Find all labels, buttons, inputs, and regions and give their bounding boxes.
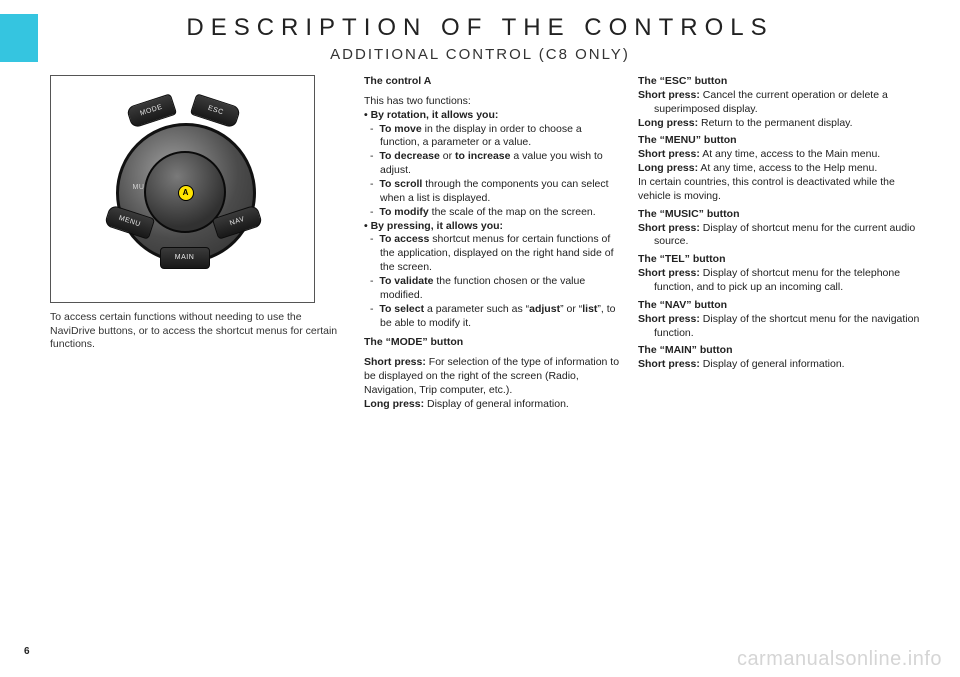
music-short: Short press: Display of shortcut menu fo… <box>638 222 926 250</box>
menu-note: In certain countries, this control is de… <box>638 176 926 204</box>
text: Long press: <box>638 117 698 129</box>
text: Short press: <box>638 313 700 325</box>
column-control-a: The control A This has two functions: By… <box>354 75 624 412</box>
esc-title: The “ESC” button <box>638 75 926 89</box>
text: To modify <box>379 206 428 218</box>
text: list <box>582 303 597 315</box>
text: The control A <box>364 75 431 87</box>
text: To select <box>379 303 424 315</box>
main-button: MAIN <box>160 247 210 269</box>
text: Display of general information. <box>700 358 845 370</box>
text: Short press: <box>638 89 700 101</box>
tel-short: Short press: Display of shortcut menu fo… <box>638 267 926 295</box>
menu-long: Long press: At any time, access to the H… <box>638 162 926 176</box>
tel-title: The “TEL” button <box>638 253 926 267</box>
device-caption: To access certain functions without need… <box>50 311 340 352</box>
device-illustration: MODE ESC MUSIC TEL A MENU NAV MAIN <box>50 75 315 303</box>
text: Display of general information. <box>424 398 569 410</box>
text: Short press: <box>364 356 426 368</box>
text: ” or “ <box>560 303 582 315</box>
column-device: MODE ESC MUSIC TEL A MENU NAV MAIN To ac… <box>50 75 340 412</box>
text: adjust <box>529 303 560 315</box>
control-a-title: The control A <box>354 75 624 89</box>
text: Short press: <box>638 222 700 234</box>
text: Long press: <box>364 398 424 410</box>
text: Short press: <box>638 358 700 370</box>
rot-scroll: To scroll through the components you can… <box>354 178 624 206</box>
pr-select: To select a parameter such as “adjust” o… <box>354 303 624 331</box>
main-title: The “MAIN” button <box>638 344 926 358</box>
text: Short press: <box>638 267 700 279</box>
text: to increase <box>455 150 510 162</box>
page-subtitle: ADDITIONAL CONTROL (C8 ONLY) <box>0 46 960 63</box>
esc-short: Short press: Cancel the current operatio… <box>638 89 926 117</box>
rot-decrease: To decrease or to increase a value you w… <box>354 150 624 178</box>
text: To scroll <box>379 178 422 190</box>
text: At any time, access to the Help menu. <box>698 162 877 174</box>
menu-short: Short press: At any time, access to the … <box>638 148 926 162</box>
marker-a: A <box>178 185 194 201</box>
column-buttons: The “ESC” button Short press: Cancel the… <box>638 75 926 412</box>
menu-title: The “MENU” button <box>638 134 926 148</box>
text: a parameter such as “ <box>424 303 529 315</box>
accent-tab <box>0 14 38 62</box>
rot-move: To move in the display in order to choos… <box>354 123 624 151</box>
text: the scale of the map on the screen. <box>429 206 596 218</box>
text: At any time, access to the Main menu. <box>700 148 880 160</box>
mode-short: Short press: For selection of the type o… <box>354 356 624 398</box>
pr-access: To access shortcut menus for certain fun… <box>354 233 624 275</box>
control-pad: MODE ESC MUSIC TEL A MENU NAV MAIN <box>78 95 288 283</box>
main-short: Short press: Display of general informat… <box>638 358 926 372</box>
text: To access <box>379 233 429 245</box>
pr-validate: To validate the function chosen or the v… <box>354 275 624 303</box>
nav-short: Short press: Display of the shortcut men… <box>638 313 926 341</box>
text: To move <box>379 123 421 135</box>
music-title: The “MUSIC” button <box>638 208 926 222</box>
rot-modify: To modify the scale of the map on the sc… <box>354 206 624 220</box>
page-number: 6 <box>24 646 30 657</box>
text: To validate <box>379 275 433 287</box>
text: To decrease <box>379 150 440 162</box>
mode-title: The “MODE” button <box>354 336 624 350</box>
page-title: DESCRIPTION OF THE CONTROLS <box>0 14 960 42</box>
nav-title: The “NAV” button <box>638 299 926 313</box>
text: or <box>440 150 455 162</box>
mode-button: MODE <box>125 93 176 128</box>
text: Short press: <box>638 148 700 160</box>
text: Long press: <box>638 162 698 174</box>
content-columns: MODE ESC MUSIC TEL A MENU NAV MAIN To ac… <box>0 63 960 412</box>
rotation-label: By rotation, it allows you: <box>354 109 624 123</box>
esc-long: Long press: Return to the permanent disp… <box>638 117 926 131</box>
mode-long: Long press: Display of general informati… <box>354 398 624 412</box>
control-a-sub: This has two functions: <box>354 95 624 109</box>
watermark: carmanualsonline.info <box>737 648 942 671</box>
press-label: By pressing, it allows you: <box>354 220 624 234</box>
text: Return to the permanent display. <box>698 117 852 129</box>
